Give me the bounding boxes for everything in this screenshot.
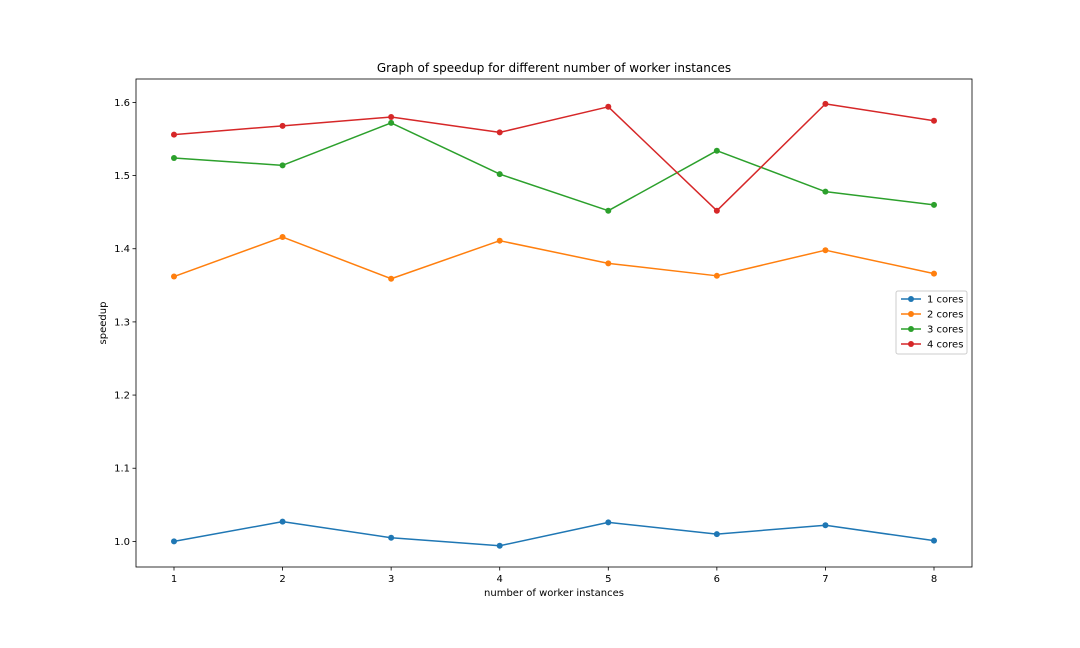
series-4: [171, 100, 937, 214]
data-point: [496, 542, 503, 549]
data-point: [605, 103, 612, 110]
x-axis-label: number of worker instances: [484, 588, 624, 599]
data-point: [713, 531, 720, 538]
data-point: [931, 117, 937, 124]
data-point: [496, 237, 503, 244]
data-point: [822, 188, 829, 195]
series-line: [173, 122, 935, 212]
data-point: [279, 122, 286, 129]
legend-marker: [908, 326, 914, 332]
data-point: [605, 519, 612, 526]
data-point: [605, 207, 612, 214]
legend-label: 2 cores: [927, 310, 963, 321]
y-tick-label: 1.0: [114, 537, 130, 548]
y-tick-label: 1.3: [114, 317, 130, 328]
y-tick-label: 1.6: [114, 98, 130, 109]
y-tick-label: 1.2: [114, 391, 130, 402]
data-point: [605, 260, 612, 267]
data-point: [388, 119, 395, 126]
data-point: [388, 275, 395, 282]
legend-box: [895, 290, 968, 355]
x-tick-label: 6: [714, 574, 720, 585]
series-1: [171, 518, 937, 549]
series-line: [173, 103, 935, 212]
data-point: [931, 270, 937, 277]
data-point: [822, 247, 829, 254]
series-line: [173, 520, 935, 547]
data-point: [822, 100, 829, 107]
y-axis-label: speedup: [98, 302, 109, 345]
legend-marker: [908, 296, 914, 302]
series-line: [173, 236, 935, 280]
data-point: [931, 537, 937, 544]
data-point: [388, 534, 395, 541]
y-tick-label: 1.4: [114, 244, 130, 255]
data-point: [279, 234, 286, 241]
legend-label: 4 cores: [927, 340, 963, 351]
x-tick-label: 3: [388, 574, 394, 585]
legend-label: 3 cores: [927, 325, 963, 336]
data-point: [279, 162, 286, 169]
x-tick-label: 7: [822, 574, 828, 585]
data-point: [713, 147, 720, 154]
y-tick-label: 1.1: [114, 464, 130, 475]
data-point: [171, 155, 177, 162]
legend-marker: [908, 311, 914, 317]
data-point: [496, 129, 503, 136]
x-tick-label: 1: [171, 574, 177, 585]
x-tick-label: 4: [497, 574, 503, 585]
data-point: [931, 201, 937, 208]
series-3: [171, 119, 937, 214]
data-point: [388, 114, 395, 121]
data-point: [713, 207, 720, 214]
data-point: [279, 518, 286, 525]
plot-area: 1 2 3 4 5 6 7 8 1.0 1.1 1.2 1.3 1.4 1.5 1.6: [114, 78, 973, 585]
plot-frame: [135, 78, 973, 568]
x-tick-label: 8: [931, 574, 937, 585]
series-2: [171, 234, 937, 282]
legend-marker: [908, 341, 914, 347]
data-point: [496, 171, 503, 178]
data-point: [822, 522, 829, 529]
data-point: [171, 131, 177, 138]
legend: 1 cores 2 cores 3 cores 4 cores: [895, 290, 968, 355]
y-tick-label: 1.5: [114, 171, 130, 182]
x-tick-label: 2: [279, 574, 285, 585]
chart-title: Graph of speedup for different number of…: [377, 61, 731, 75]
data-point: [171, 538, 177, 545]
legend-label: 1 cores: [927, 295, 963, 306]
data-point: [713, 272, 720, 279]
x-tick-label: 5: [605, 574, 611, 585]
data-point: [171, 273, 177, 280]
